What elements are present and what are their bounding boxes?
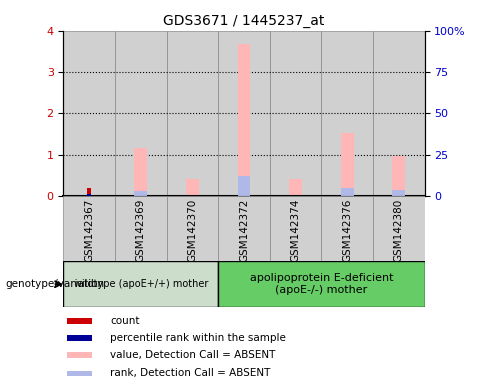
Text: rank, Detection Call = ABSENT: rank, Detection Call = ABSENT [110, 368, 271, 378]
Bar [186, 179, 199, 196]
Bar [238, 44, 250, 196]
Text: GSM142370: GSM142370 [187, 199, 198, 262]
Bar [67, 352, 92, 358]
Bar [238, 176, 250, 196]
Bar [87, 189, 91, 196]
Text: apolipoprotein E-deficient
(apoE-/-) mother: apolipoprotein E-deficient (apoE-/-) mot… [250, 273, 393, 295]
Bar [218, 31, 270, 196]
Bar [63, 196, 115, 261]
Text: GSM142376: GSM142376 [342, 199, 352, 263]
Bar [134, 147, 147, 196]
Bar [87, 194, 91, 196]
Bar [289, 179, 302, 196]
Bar [373, 31, 425, 196]
Text: wildtype (apoE+/+) mother: wildtype (apoE+/+) mother [74, 279, 208, 289]
Bar [270, 31, 322, 196]
Text: percentile rank within the sample: percentile rank within the sample [110, 333, 286, 343]
Bar [166, 196, 218, 261]
Text: GSM142380: GSM142380 [394, 199, 404, 262]
Bar [392, 156, 405, 196]
Text: GSM142369: GSM142369 [136, 199, 146, 263]
Bar [218, 196, 270, 261]
Bar [341, 189, 354, 196]
Bar [67, 318, 92, 324]
Text: GSM142367: GSM142367 [84, 199, 94, 263]
Bar [67, 335, 92, 341]
Bar [166, 31, 218, 196]
Text: count: count [110, 316, 140, 326]
Bar [115, 196, 166, 261]
Bar [322, 196, 373, 261]
Bar [134, 191, 147, 196]
Bar [392, 190, 405, 196]
Bar [63, 31, 115, 196]
Bar [115, 31, 166, 196]
Text: value, Detection Call = ABSENT: value, Detection Call = ABSENT [110, 350, 276, 360]
Text: GSM142372: GSM142372 [239, 199, 249, 263]
Bar [63, 261, 218, 307]
Bar [218, 261, 425, 307]
Bar [373, 196, 425, 261]
Bar [341, 133, 354, 196]
Bar [270, 196, 322, 261]
Title: GDS3671 / 1445237_at: GDS3671 / 1445237_at [163, 14, 325, 28]
Bar [67, 371, 92, 376]
Text: GSM142374: GSM142374 [290, 199, 301, 263]
Text: genotype/variation: genotype/variation [5, 279, 104, 289]
Bar [322, 31, 373, 196]
